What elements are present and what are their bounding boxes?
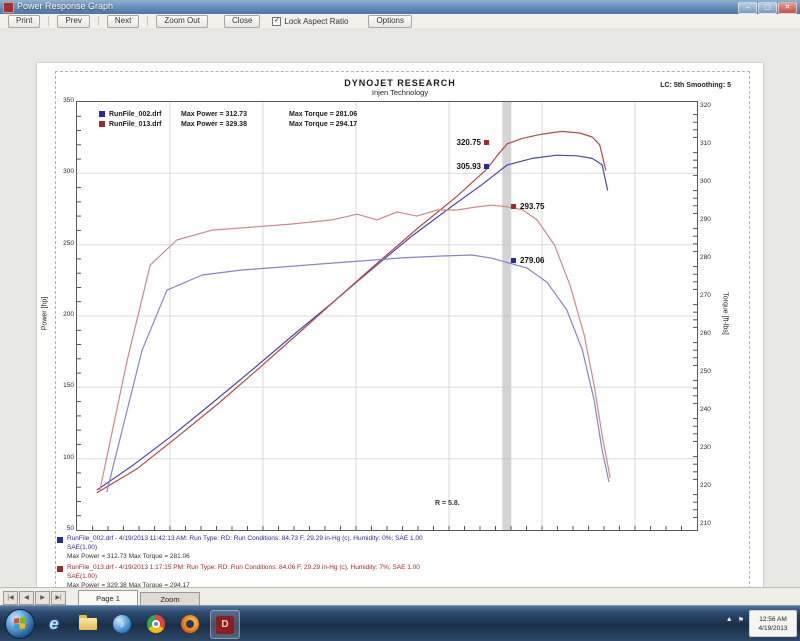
marker-square-icon bbox=[484, 140, 489, 145]
windows-flag-icon bbox=[14, 617, 25, 630]
right-axis-tick: 210 bbox=[700, 520, 711, 527]
run-max-values: Max Power = 312.73 Max Torque = 281.06 bbox=[67, 553, 190, 560]
marker-square-icon bbox=[511, 204, 516, 209]
left-axis-tick: 350 bbox=[63, 97, 74, 104]
marker-square-icon bbox=[484, 164, 489, 169]
smoothing-info: LC: 5th Smoothing: 5 bbox=[660, 82, 731, 89]
toolbar: Print Prev Next Zoom Out Close ✓ Lock As… bbox=[0, 14, 800, 29]
run-conditions: RunFile_002.drf - 4/19/2013 11:42:13 AM:… bbox=[67, 535, 423, 542]
system-tray[interactable]: ▲ ⚑ bbox=[726, 616, 744, 624]
taskbar-clock[interactable]: 12:56 AM 4/19/2013 bbox=[749, 610, 797, 637]
left-axis-tick: 200 bbox=[63, 311, 74, 318]
footer-run-blue: RunFile_002.drf - 4/19/2013 11:42:13 AM:… bbox=[67, 534, 423, 561]
right-axis-tick: 310 bbox=[700, 140, 711, 147]
right-axis-title: Torque [ft-lbs] bbox=[721, 292, 729, 335]
legend-swatch-blue bbox=[99, 111, 105, 117]
chrome-icon[interactable] bbox=[142, 610, 170, 637]
legend-max-power: Max Power = 329.38 bbox=[181, 120, 247, 128]
tab-pager-button[interactable]: |◀ bbox=[3, 591, 18, 605]
right-axis-tick: 250 bbox=[700, 368, 711, 375]
title-bar: Power Response Graph – ▢ ✕ bbox=[0, 0, 800, 14]
minimize-button[interactable]: – bbox=[738, 2, 757, 14]
dyno-app-taskbar-button[interactable]: D bbox=[210, 610, 240, 639]
footer-swatch-red bbox=[57, 566, 63, 572]
left-axis-tick: 300 bbox=[63, 168, 74, 176]
cursor-value-blue-torque: 279.06 bbox=[511, 256, 544, 265]
right-axis-tick: 240 bbox=[700, 406, 711, 413]
right-axis-tick: 230 bbox=[700, 444, 711, 451]
legend-row-red: RunFile_013.drf Max Power = 329.38 Max T… bbox=[99, 119, 357, 129]
legend-max-torque: Max Torque = 294.17 bbox=[289, 120, 358, 128]
prev-button[interactable]: Prev bbox=[57, 14, 90, 28]
legend-file: RunFile_013.drf bbox=[109, 120, 162, 128]
left-axis-tick: 50 bbox=[66, 525, 74, 532]
right-axis-tick: 280 bbox=[700, 254, 711, 261]
dyno-curves bbox=[77, 102, 697, 530]
left-axis-tick: 100 bbox=[63, 453, 74, 461]
tab-pager-button[interactable]: ▶ bbox=[35, 591, 50, 605]
tray-flag-icon[interactable]: ⚑ bbox=[737, 617, 744, 624]
cursor-value-red-torque: 293.75 bbox=[511, 202, 544, 211]
run-conditions-cont: SAE(1.00) bbox=[67, 573, 97, 580]
legend-row-blue: RunFile_002.drf Max Power = 312.73 Max T… bbox=[99, 109, 357, 119]
right-axis-tick: 220 bbox=[700, 482, 711, 489]
legend-file: RunFile_002.drf bbox=[109, 110, 162, 118]
close-window-button[interactable]: ✕ bbox=[778, 2, 797, 14]
right-axis-tick: 270 bbox=[700, 292, 711, 299]
window-title: Power Response Graph bbox=[17, 1, 114, 11]
legend-max-torque: Max Torque = 281.06 bbox=[289, 110, 358, 118]
lock-aspect-label: Lock Aspect Ratio bbox=[284, 16, 349, 26]
cursor-value-blue-power: 305.93 bbox=[429, 162, 489, 171]
cursor-value-red-power: 320.75 bbox=[429, 138, 489, 147]
legend: RunFile_002.drf Max Power = 312.73 Max T… bbox=[99, 109, 357, 129]
start-button[interactable] bbox=[5, 609, 35, 639]
next-button[interactable]: Next bbox=[106, 14, 140, 28]
tray-expand-icon[interactable]: ▲ bbox=[725, 616, 733, 623]
firefox-icon[interactable] bbox=[176, 610, 204, 637]
right-axis-tick: 300 bbox=[700, 178, 711, 185]
tab-pager-button[interactable]: ▶| bbox=[51, 591, 66, 605]
run-max-values: Max Power = 329.38 Max Torque = 294.17 bbox=[67, 582, 190, 589]
internet-explorer-icon[interactable]: e bbox=[49, 613, 59, 633]
options-button[interactable]: Options bbox=[368, 14, 413, 28]
toolbar-separator bbox=[97, 16, 99, 26]
taskbar: e ♪ D ▲ ⚑ 12:56 AM 4/19/2013 bbox=[0, 605, 800, 641]
clock-time: 12:56 AM bbox=[759, 616, 787, 623]
chart-subtitle: Injen Technology bbox=[371, 88, 429, 97]
footer-run-red: RunFile_013.drf - 4/19/2013 1:17:15 PM: … bbox=[67, 563, 420, 590]
page-tab-bar: |◀ ◀ ▶ ▶| Page 1 Zoom bbox=[0, 587, 800, 606]
legend-swatch-red bbox=[99, 121, 105, 127]
left-axis-tick: 150 bbox=[63, 382, 74, 390]
marker-square-icon bbox=[511, 258, 516, 263]
client-area: DYNOJET RESEARCH Injen Technology LC: 5t… bbox=[0, 28, 800, 616]
right-axis-tick: 320 bbox=[700, 102, 711, 109]
graph-page: DYNOJET RESEARCH Injen Technology LC: 5t… bbox=[36, 62, 764, 616]
run-conditions-cont: SAE(1.00) bbox=[67, 544, 97, 551]
clock-date: 4/19/2013 bbox=[758, 625, 788, 632]
footer-swatch-blue bbox=[57, 537, 63, 543]
tab-zoom[interactable]: Zoom bbox=[140, 592, 200, 606]
toolbar-separator bbox=[147, 16, 149, 26]
lock-aspect-checkbox[interactable]: ✓ bbox=[272, 16, 282, 26]
print-button[interactable]: Print bbox=[8, 14, 41, 28]
run-conditions: RunFile_013.drf - 4/19/2013 1:17:15 PM: … bbox=[67, 564, 420, 571]
app-icon bbox=[3, 2, 14, 13]
left-axis-tick: 250 bbox=[63, 239, 74, 247]
tab-pager-button[interactable]: ◀ bbox=[19, 591, 34, 605]
tab-pager: |◀ ◀ ▶ ▶| bbox=[3, 591, 66, 605]
right-axis-tick: 260 bbox=[700, 330, 711, 337]
explorer-folder-icon[interactable] bbox=[74, 610, 102, 637]
media-player-icon[interactable]: ♪ bbox=[108, 610, 136, 637]
close-graph-button[interactable]: Close bbox=[223, 14, 261, 28]
toolbar-separator bbox=[48, 16, 50, 26]
legend-max-power: Max Power = 312.73 bbox=[181, 110, 247, 118]
right-axis-tick: 290 bbox=[700, 216, 711, 223]
maximize-button[interactable]: ▢ bbox=[758, 2, 777, 14]
chart-title: DYNOJET RESEARCH bbox=[344, 78, 456, 88]
tab-page-1[interactable]: Page 1 bbox=[78, 590, 138, 606]
cursor-annotation: R = 5.8. bbox=[435, 500, 460, 507]
left-axis-title: Power [hp] bbox=[41, 296, 49, 331]
zoom-out-button[interactable]: Zoom Out bbox=[156, 14, 208, 28]
plot-area[interactable]: RunFile_002.drf Max Power = 312.73 Max T… bbox=[76, 101, 698, 531]
